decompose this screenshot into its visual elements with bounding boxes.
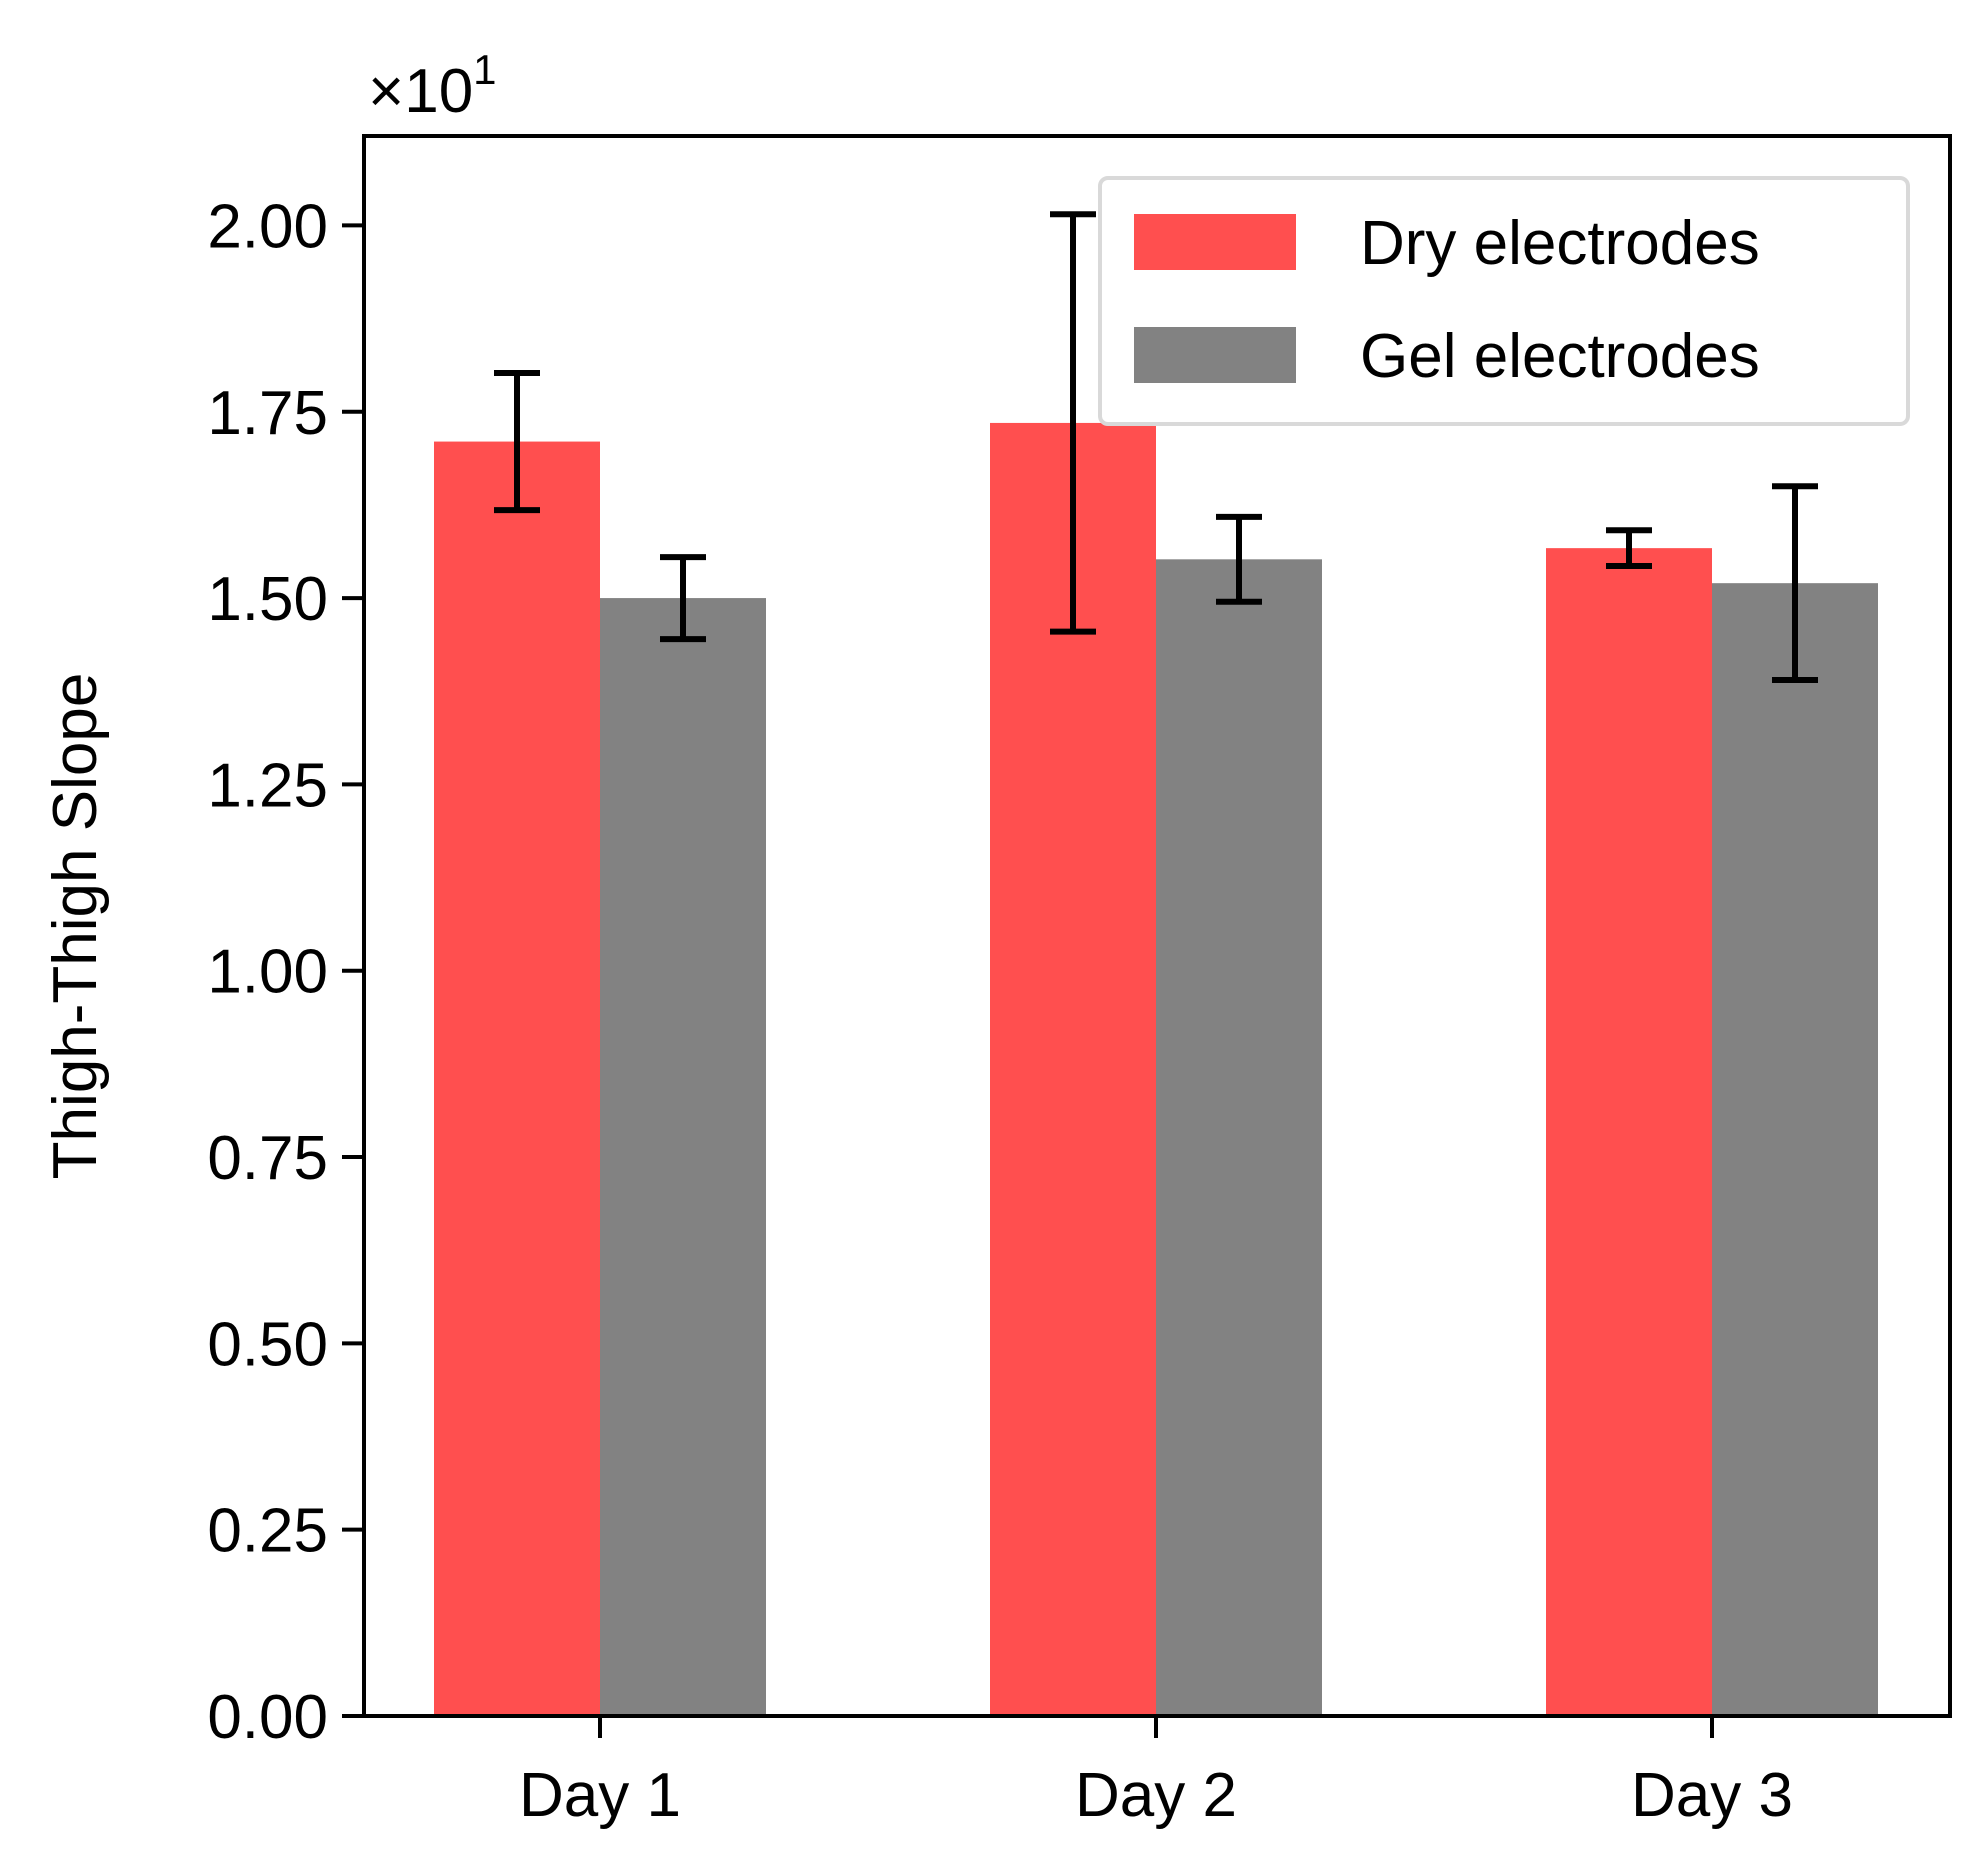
y-axis: 0.00 0.25 0.50 0.75 1.00 1.25 1.50 1.75 2.00 (207, 192, 364, 1752)
x-tick-label: Day 3 (1631, 1761, 1793, 1830)
bar-gel-electrodes-day-2 (1156, 559, 1322, 1716)
error-bar-dry-electrodes-day-3 (1606, 527, 1652, 570)
scale-exponent: 1 (473, 46, 496, 93)
bar-dry-electrodes-day-1 (434, 441, 600, 1716)
y-tick-label: 1.00 (207, 938, 328, 1007)
y-tick-label: 1.75 (207, 379, 328, 448)
y-tick-label: 2.00 (207, 192, 328, 261)
legend-swatch-gel-electrodes (1134, 327, 1296, 383)
legend-label-gel-electrodes: Gel electrodes (1360, 322, 1760, 391)
legend-swatch-dry-electrodes (1134, 214, 1296, 270)
y-tick-label: 0.50 (207, 1310, 328, 1379)
y-tick-label: 0.00 (207, 1683, 328, 1752)
legend-label-dry-electrodes: Dry electrodes (1360, 209, 1760, 278)
x-tick-label: Day 1 (519, 1761, 681, 1830)
bar-dry-electrodes-day-3 (1546, 548, 1712, 1716)
y-tick-label: 0.25 (207, 1497, 328, 1566)
y-tick-label: 0.75 (207, 1124, 328, 1193)
error-bar-dry-electrodes-day-1 (494, 370, 540, 514)
y-tick-label: 1.50 (207, 565, 328, 634)
legend: Dry electrodes Gel electrodes (1098, 176, 1910, 426)
legend-box (1098, 176, 1910, 426)
bar-dry-electrodes-day-2 (990, 422, 1156, 1716)
y-axis-label: Thigh-Thigh Slope (41, 673, 110, 1180)
x-tick-label: Day 2 (1075, 1761, 1237, 1830)
legend-entries: Dry electrodes Gel electrodes (1134, 209, 1760, 391)
error-bar-gel-electrodes-day-1 (660, 554, 706, 643)
bar-gel-electrodes-day-1 (600, 598, 766, 1717)
bar-gel-electrodes-day-3 (1712, 583, 1878, 1716)
error-bar-gel-electrodes-day-3 (1772, 483, 1818, 684)
error-bar-dry-electrodes-day-2 (1050, 211, 1096, 635)
y-tick-label: 1.25 (207, 751, 328, 820)
y-scale-multiplier: ×101 (368, 46, 497, 126)
x-axis: Day 1 Day 2 Day 3 (519, 1716, 1793, 1830)
bars-layer (434, 422, 1878, 1717)
error-bar-gel-electrodes-day-2 (1216, 513, 1262, 605)
error-bars-layer (494, 211, 1818, 684)
scale-base: ×10 (368, 57, 473, 126)
